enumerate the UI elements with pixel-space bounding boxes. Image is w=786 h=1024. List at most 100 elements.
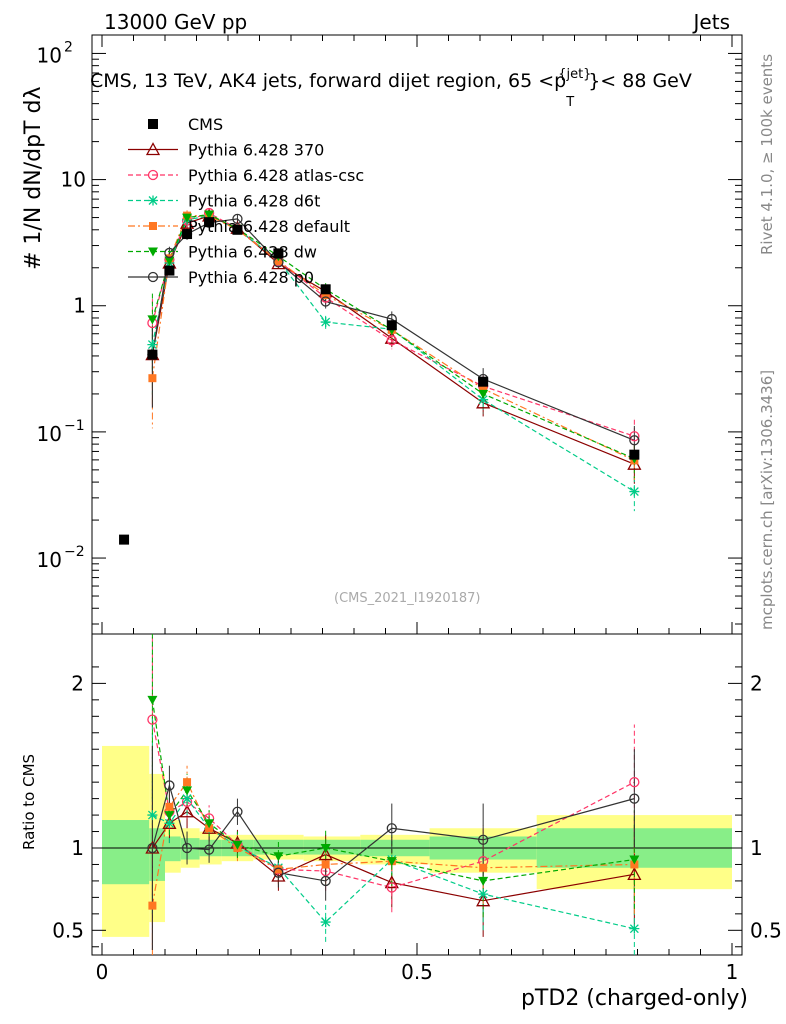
cms-data-point xyxy=(119,534,130,545)
series-2-ratio-point xyxy=(320,917,331,928)
series-1-legend-marker xyxy=(147,169,159,181)
series-4-main-point xyxy=(204,210,215,220)
x-axis-label: pTD2 (charged-only) xyxy=(520,986,748,1011)
series-3-legend-label: Pythia 6.428 default xyxy=(188,217,350,236)
series-5-main-point xyxy=(629,435,640,446)
series-5-main-point xyxy=(232,213,243,225)
ratio-y-tick-label: 0.5 xyxy=(52,918,84,942)
series-5-ratio-point xyxy=(181,842,193,854)
series-2-ratio-point xyxy=(164,818,175,829)
y-tick-label: 10 xyxy=(61,168,86,192)
series-5-legend-label: Pythia 6.428 p0 xyxy=(188,268,314,287)
series-4-main-line xyxy=(151,213,635,460)
series-5-ratio-point xyxy=(232,806,243,817)
series-5-legend-marker xyxy=(147,271,159,283)
series-0-ratio-point xyxy=(179,804,195,818)
ratio-y-tick-label-right: 2 xyxy=(750,671,763,695)
series-4-main-point xyxy=(478,389,489,399)
series-3-main-point xyxy=(479,384,488,393)
y-tick-exponent: 2 xyxy=(64,39,73,55)
series-0-ratio-point xyxy=(627,866,642,880)
cms-legend-marker xyxy=(148,119,158,129)
ratio-y-label: Ratio to CMS xyxy=(20,753,38,850)
series-2-main-point xyxy=(147,339,158,350)
series-4-ratio-point xyxy=(204,819,215,829)
cms-data-point xyxy=(320,284,331,295)
band-inner xyxy=(165,836,181,862)
series-2-ratio-point xyxy=(182,793,193,804)
y-tick-label: 10 xyxy=(37,43,62,67)
series-4-main-point xyxy=(164,256,175,266)
series-3-ratio-point xyxy=(274,865,283,874)
cms-data-point xyxy=(232,224,243,235)
series-5-ratio-point xyxy=(477,834,489,845)
main-y-axis-label: # 1/N dN/dpT dλ xyxy=(21,87,46,270)
series-5-ratio-point xyxy=(147,842,158,854)
series-3-ratio-line xyxy=(151,780,635,906)
cms-data-point xyxy=(204,217,215,228)
band-inner xyxy=(149,828,165,881)
chart-title-sub: T xyxy=(566,95,575,110)
chart-title: CMS, 13 TeV, AK4 jets, forward dijet reg… xyxy=(90,67,692,110)
x-tick-label: 0.5 xyxy=(401,960,433,984)
series-1-legend-label: Pythia 6.428 atlas-csc xyxy=(188,166,364,185)
ratio-panel-frame xyxy=(91,633,743,956)
series-4-ratio-point xyxy=(147,695,158,705)
series-3-main-line xyxy=(151,215,635,461)
series-3-main-point xyxy=(321,291,330,300)
series-2-main-point xyxy=(629,486,640,497)
series-5-ratio-point xyxy=(203,844,215,855)
y-tick-exponent: −2 xyxy=(64,544,85,560)
series-5-ratio-point xyxy=(386,823,397,834)
series-5-main-point xyxy=(320,296,331,307)
series-5-ratio-point xyxy=(273,867,284,878)
x-tick-label: 0 xyxy=(96,960,109,984)
series-4-legend-label: Pythia 6.428 dw xyxy=(188,243,317,262)
ratio-y-tick-label: 2 xyxy=(71,671,84,695)
watermark: (CMS_2021_I1920187) xyxy=(334,591,481,606)
series-3-ratio-point xyxy=(321,860,330,869)
band-inner xyxy=(303,839,361,855)
mcplots-label: mcplots.cern.ch [arXiv:1306.3436] xyxy=(758,369,776,630)
series-2-main-point xyxy=(478,394,489,405)
series-0-ratio-point xyxy=(318,847,333,861)
band-inner xyxy=(102,820,150,885)
series-0-ratio-point xyxy=(476,893,491,907)
series-0-legend-marker xyxy=(145,142,161,156)
main-y-label-text: # 1/N dN/dpT dλ xyxy=(21,87,46,270)
series-2-ratio-line xyxy=(152,797,635,930)
series-2-ratio-point xyxy=(629,923,640,934)
series-5-main-line xyxy=(151,218,635,441)
series-1-ratio-point xyxy=(147,714,158,725)
series-5-ratio-point xyxy=(629,793,640,804)
cms-data-point xyxy=(478,376,489,387)
cms-data-point xyxy=(273,248,284,259)
series-1-ratio-point xyxy=(386,882,397,893)
series-3-ratio-point xyxy=(148,901,157,910)
chart-title-tail: }< 88 GeV xyxy=(588,70,692,92)
series-4-ratio-point xyxy=(182,786,193,796)
rivet-label: Rivet 4.1.0, ≥ 100k events xyxy=(758,53,776,255)
series-1-main-point xyxy=(386,335,397,346)
ratio-y-tick-label-right: 1 xyxy=(750,836,763,860)
series-4-ratio-point xyxy=(478,876,489,886)
series-5-ratio-point xyxy=(164,780,175,791)
band-inner xyxy=(253,839,304,855)
series-0-ratio-point xyxy=(384,875,399,889)
cms-legend-label: CMS xyxy=(188,115,223,134)
cms-data-point xyxy=(147,349,158,360)
x-tick-label: 1 xyxy=(726,960,739,984)
series-4-ratio-point xyxy=(320,844,331,853)
cms-data-point xyxy=(164,265,175,276)
series-4-ratio-point xyxy=(629,855,640,865)
series-3-ratio-point xyxy=(479,863,488,872)
series-4-ratio-point xyxy=(273,852,284,862)
header-right: Jets xyxy=(693,10,730,34)
series-5-main-point xyxy=(164,247,175,259)
series-4-main-point xyxy=(182,213,193,223)
series-0-main-point xyxy=(384,330,399,344)
y-tick-exponent: −1 xyxy=(64,418,85,434)
chart-title-sup: {jet} xyxy=(558,67,592,82)
